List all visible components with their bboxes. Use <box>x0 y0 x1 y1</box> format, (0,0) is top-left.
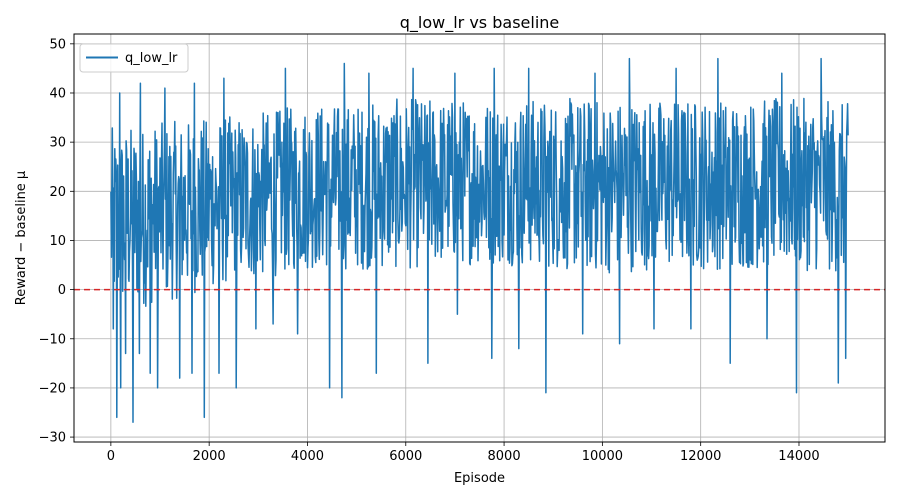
series-q-low-lr <box>110 57 849 424</box>
y-tick-label: 30 <box>49 136 66 151</box>
series-line <box>110 57 849 424</box>
y-tick-label: −10 <box>39 332 66 347</box>
y-tick-label: 50 <box>49 37 66 52</box>
legend-label: q_low_lr <box>125 51 178 66</box>
plot-frame <box>73 33 886 443</box>
x-tick-label: 12000 <box>680 449 721 464</box>
x-tick-label: 8000 <box>488 449 521 464</box>
y-axis: −30 −20 −10 0 10 20 30 40 50 <box>39 37 74 446</box>
y-tick-label: −30 <box>39 431 66 446</box>
y-tick-label: 0 <box>58 283 66 298</box>
x-tick-label: 4000 <box>291 449 324 464</box>
x-tick-label: 10000 <box>582 449 623 464</box>
chart-title: q_low_lr vs baseline <box>400 13 560 33</box>
x-tick-label: 6000 <box>389 449 422 464</box>
y-axis-title: Reward − baseline μ <box>14 171 29 305</box>
y-tick-label: −20 <box>39 381 66 396</box>
legend: q_low_lr <box>79 43 189 73</box>
legend-box <box>79 43 189 73</box>
x-tick-label: 2000 <box>193 449 226 464</box>
y-tick-label: 40 <box>49 86 66 101</box>
y-tick-label: 20 <box>49 185 66 200</box>
x-axis: 0 2000 4000 6000 8000 10000 12000 14000 <box>107 442 820 464</box>
y-tick-label: 10 <box>49 234 66 249</box>
x-axis-title: Episode <box>454 471 505 486</box>
x-tick-label: 14000 <box>778 449 819 464</box>
x-tick-label: 0 <box>107 449 115 464</box>
